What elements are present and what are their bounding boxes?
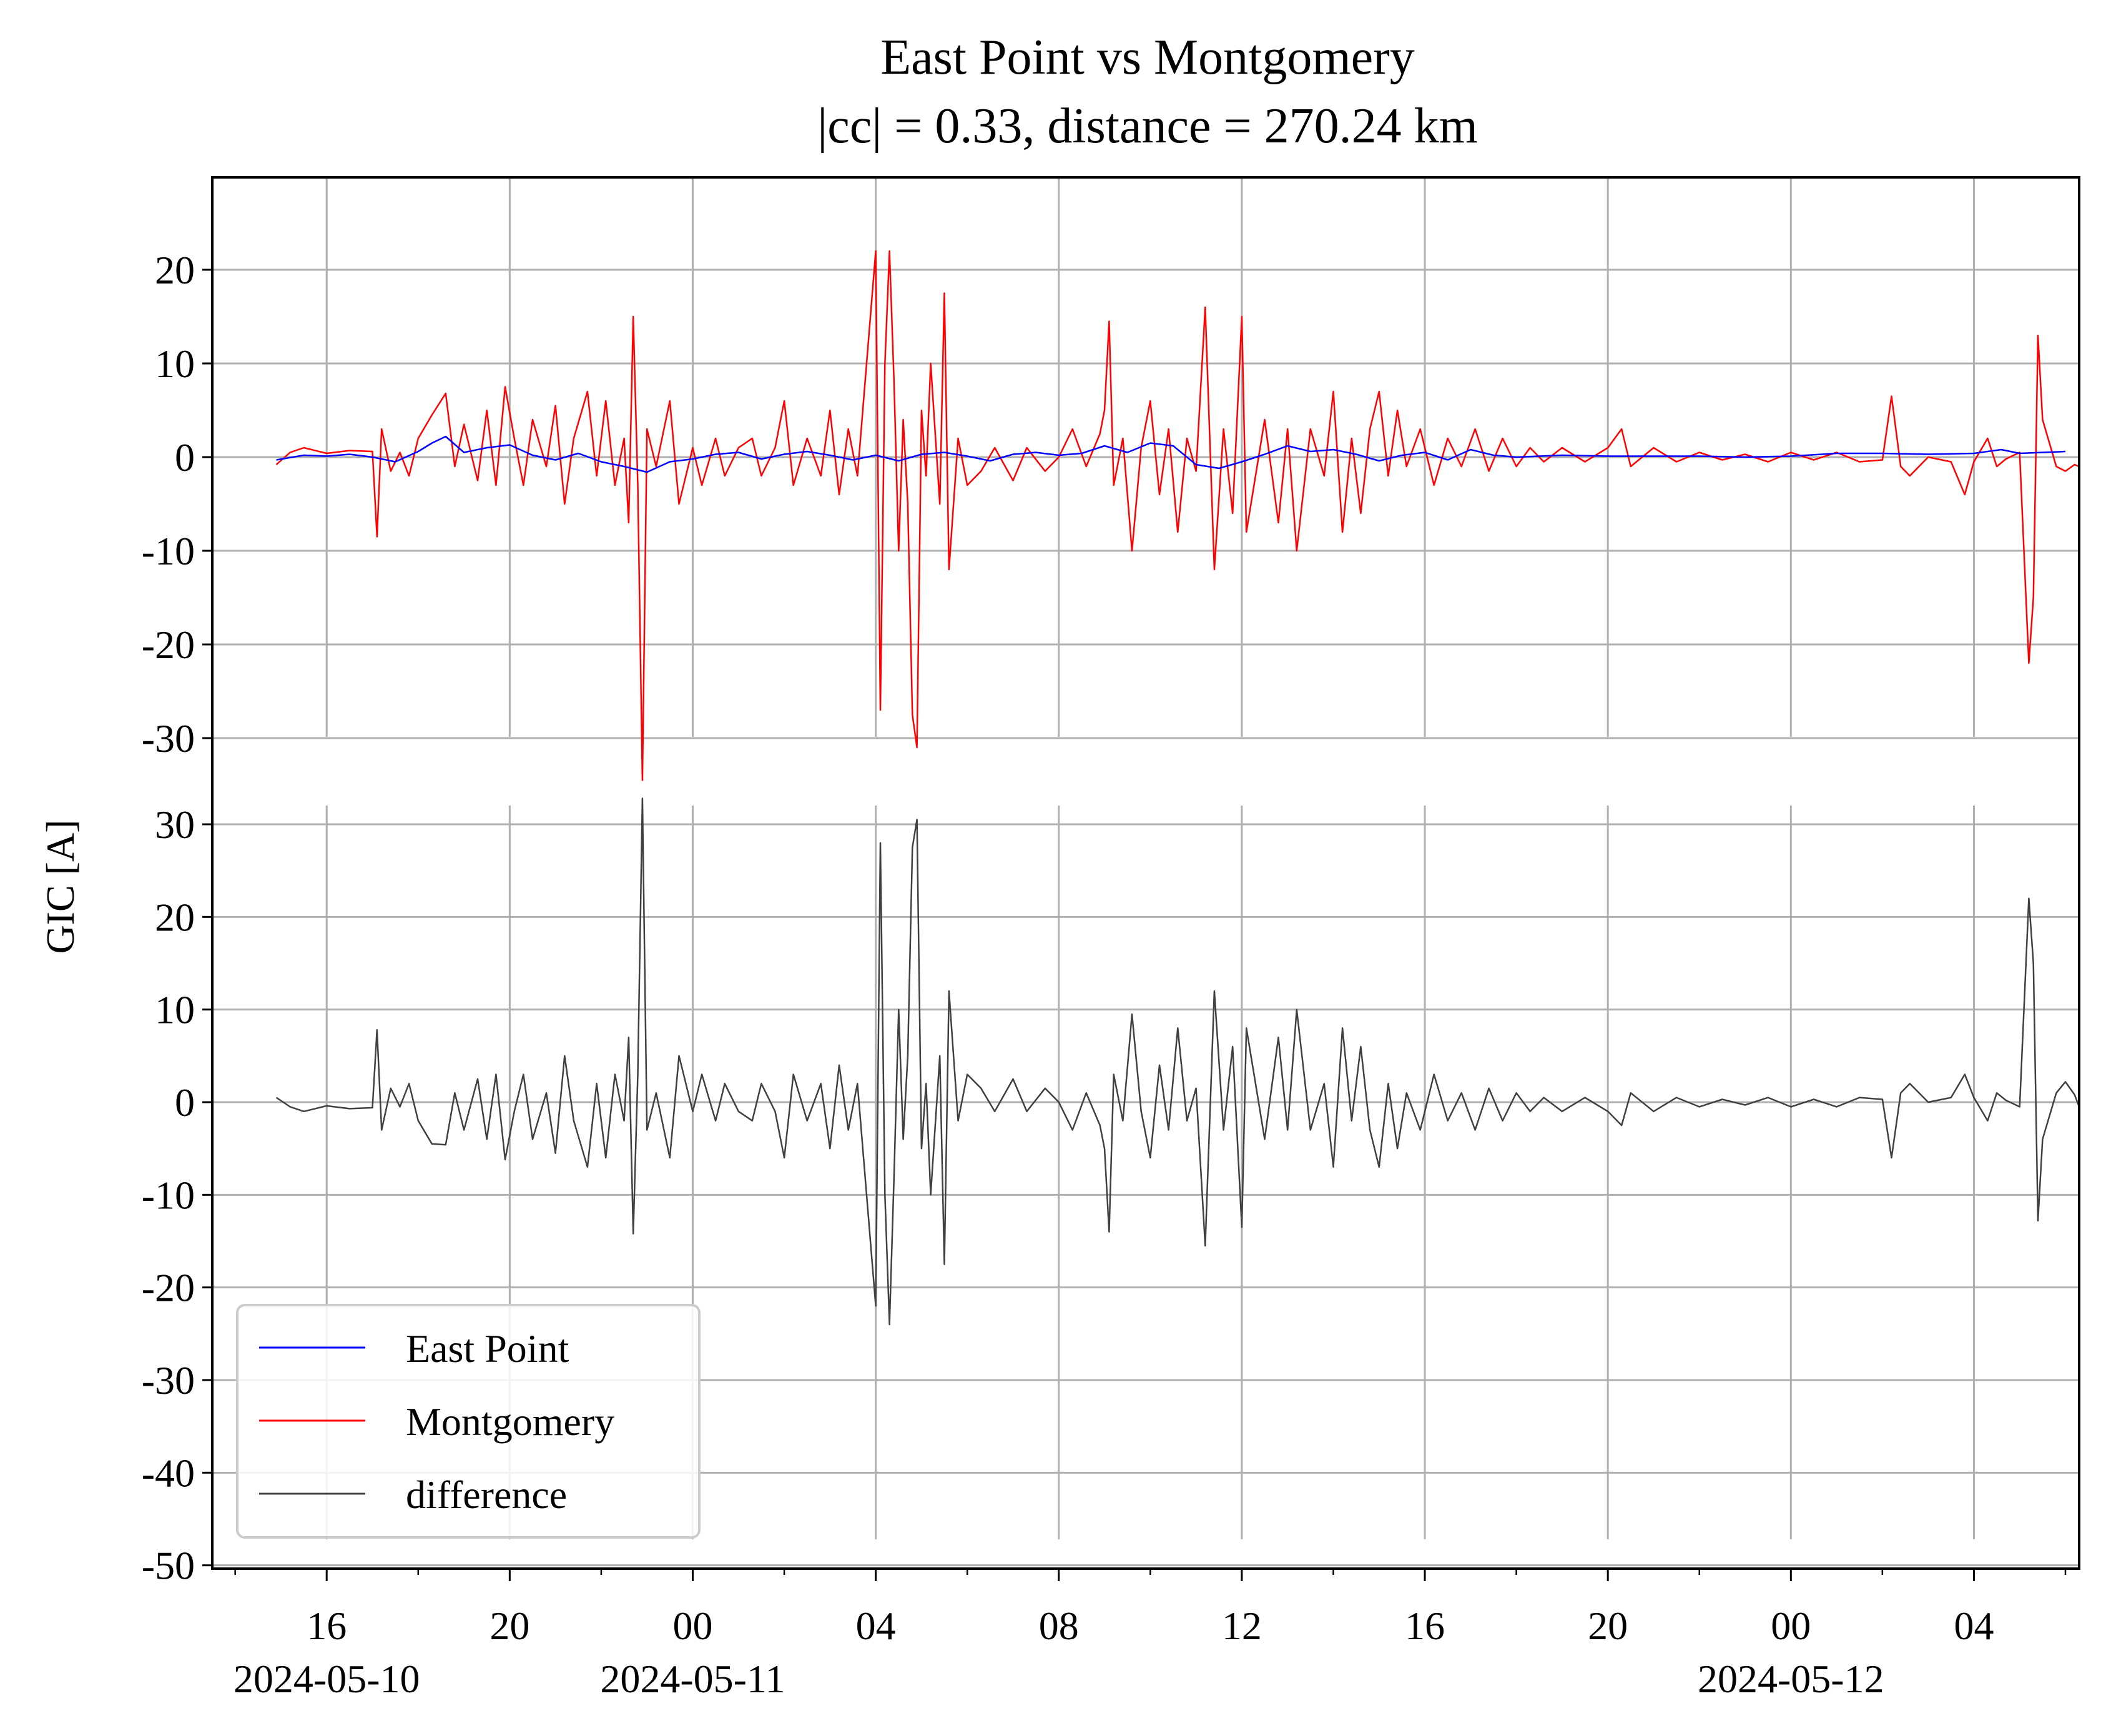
x-tick-label-32: 08 — [1039, 1604, 1079, 1648]
legend-label-difference: difference — [406, 1472, 567, 1517]
x-tick-label-28: 04 — [856, 1604, 896, 1648]
y-tick-label-top-0: 0 — [175, 435, 195, 480]
x-tick-label-48: 00 — [1771, 1604, 1811, 1648]
y-tick-label-top-10: 10 — [155, 342, 195, 386]
x-tick-label-20: 20 — [490, 1604, 529, 1648]
y-tick-label-top--30: -30 — [142, 716, 195, 761]
chart-title-line-1: East Point vs Montgomery — [880, 30, 1415, 85]
y-tick-label-bottom--40: -40 — [142, 1451, 195, 1495]
legend-label-montgomery: Montgomery — [406, 1399, 614, 1444]
series-line-difference — [275, 797, 2080, 1326]
y-tick-label-bottom-10: 10 — [155, 988, 195, 1032]
y-tick-label-top-20: 20 — [155, 248, 195, 292]
x-tick-label-24: 00 — [672, 1604, 712, 1648]
y-tick-label-bottom-0: 0 — [175, 1080, 195, 1125]
grid — [212, 177, 2079, 1567]
legend: East Point Montgomery difference — [236, 1304, 701, 1539]
tick-layer: -30 -20 -10 0 10 20 -50 -40 -30 -20 -10 0 10 20 30 16 20… — [142, 248, 2067, 1701]
x-tick-label-52: 04 — [1954, 1604, 1994, 1648]
chart-title-line-2: |cc| = 0.33, distance = 270.24 km — [817, 99, 1478, 154]
x-tick-label-16: 16 — [307, 1604, 347, 1648]
y-tick-label-top--20: -20 — [142, 623, 195, 667]
series-line-east-point — [276, 435, 2066, 473]
y-tick-label-bottom--20: -20 — [142, 1266, 195, 1310]
x-date-label-2024-05-11: 2024-05-11 — [600, 1657, 785, 1701]
x-date-label-2024-05-12: 2024-05-12 — [1698, 1657, 1884, 1701]
y-tick-label-bottom--10: -10 — [142, 1173, 195, 1217]
x-tick-label-40: 16 — [1405, 1604, 1445, 1648]
y-tick-label-top--10: -10 — [142, 529, 195, 573]
y-axis-label: GIC [A] — [38, 819, 82, 954]
x-date-label-2024-05-10: 2024-05-10 — [234, 1657, 420, 1701]
axes-frame — [211, 176, 2080, 1570]
y-tick-label-bottom--30: -30 — [142, 1358, 195, 1403]
y-tick-label-bottom-30: 30 — [155, 802, 195, 847]
y-tick-label-bottom--50: -50 — [142, 1544, 195, 1588]
y-tick-label-bottom-20: 20 — [155, 895, 195, 939]
series-layer — [275, 250, 2080, 1326]
x-tick-label-44: 20 — [1588, 1604, 1628, 1648]
legend-label-east-point: East Point — [406, 1326, 569, 1371]
x-tick-label-36: 12 — [1222, 1604, 1262, 1648]
legend-box — [236, 1304, 701, 1539]
series-line-montgomery — [275, 250, 2080, 781]
